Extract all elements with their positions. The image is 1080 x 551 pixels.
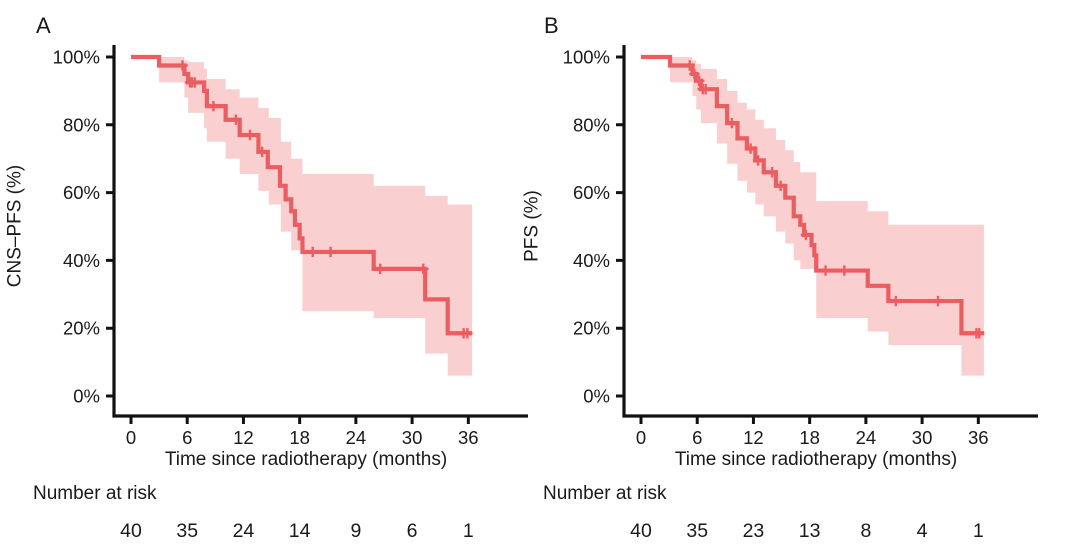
number-at-risk-value: 13 — [799, 520, 821, 542]
y-tick-label: 40% — [63, 250, 100, 271]
censor-marks — [684, 60, 985, 339]
panel-a-plot: 100% 80% 60% 40% 20% 0% 0 6 12 18 24 30 36 40 35 24 14 9 6… — [53, 45, 528, 542]
number-at-risk-value: 8 — [860, 520, 871, 542]
axes — [112, 45, 528, 418]
panel-a-risk-table-label: Number at risk — [33, 483, 157, 504]
y-tick-label: 100% — [53, 47, 100, 68]
x-tick-label: 0 — [126, 427, 136, 448]
tick-marks — [616, 55, 980, 424]
number-at-risk-value: 35 — [176, 520, 198, 542]
number-at-risk-value: 35 — [686, 520, 708, 542]
y-tick-label: 60% — [63, 182, 100, 203]
x-tick-label: 18 — [289, 427, 310, 448]
number-at-risk-value: 1 — [973, 520, 984, 542]
number-at-risk-value: 14 — [289, 520, 311, 542]
x-tick-label: 12 — [743, 427, 764, 448]
x-tick-label: 0 — [636, 427, 646, 448]
y-tick-label: 0% — [583, 386, 610, 407]
x-tick-label: 36 — [458, 427, 479, 448]
confidence-band — [159, 57, 473, 376]
panel-b-x-axis-title: Time since radiotherapy (months) — [674, 449, 958, 470]
x-tick-label: 6 — [182, 427, 192, 448]
survival-curve — [641, 54, 984, 336]
x-tick-label: 30 — [912, 427, 933, 448]
y-tick-label: 80% — [573, 114, 610, 135]
tick-marks — [106, 55, 470, 424]
panel-b-letter: B — [544, 13, 559, 38]
panel-a-x-axis-title: Time since radiotherapy (months) — [164, 449, 448, 470]
number-at-risk-value: 40 — [630, 520, 652, 542]
panel-b-y-axis-title: PFS (%) — [521, 190, 543, 262]
y-tick-label: 100% — [563, 47, 610, 68]
censor-marks — [177, 60, 473, 339]
number-at-risk-value: 40 — [120, 520, 142, 542]
panel-a-y-axis-title: CNS–PFS (%) — [4, 164, 26, 288]
panel-a-letter: A — [36, 13, 51, 38]
x-tick-label: 12 — [233, 427, 254, 448]
number-at-risk-value: 4 — [917, 520, 928, 542]
number-at-risk-value: 24 — [233, 520, 255, 542]
x-tick-label: 30 — [402, 427, 423, 448]
number-at-risk-value: 6 — [407, 520, 418, 542]
number-at-risk-value: 9 — [350, 520, 361, 542]
axes — [622, 45, 1038, 418]
x-tick-label: 24 — [856, 427, 877, 448]
y-tick-label: 20% — [573, 318, 610, 339]
y-tick-label: 0% — [73, 386, 100, 407]
x-tick-label: 36 — [968, 427, 989, 448]
x-tick-label: 18 — [799, 427, 820, 448]
y-tick-label: 80% — [63, 114, 100, 135]
x-tick-label: 24 — [346, 427, 367, 448]
panel-b-risk-table-label: Number at risk — [543, 483, 667, 504]
number-at-risk-value: 1 — [463, 520, 474, 542]
x-tick-label: 6 — [692, 427, 702, 448]
panel-b-plot: 100% 80% 60% 40% 20% 0% 0 6 12 18 24 30 36 40 35 23 13 8 4… — [563, 45, 1038, 542]
y-tick-label: 20% — [63, 318, 100, 339]
y-tick-label: 40% — [573, 250, 610, 271]
y-tick-label: 60% — [573, 182, 610, 203]
number-at-risk-value: 23 — [743, 520, 765, 542]
